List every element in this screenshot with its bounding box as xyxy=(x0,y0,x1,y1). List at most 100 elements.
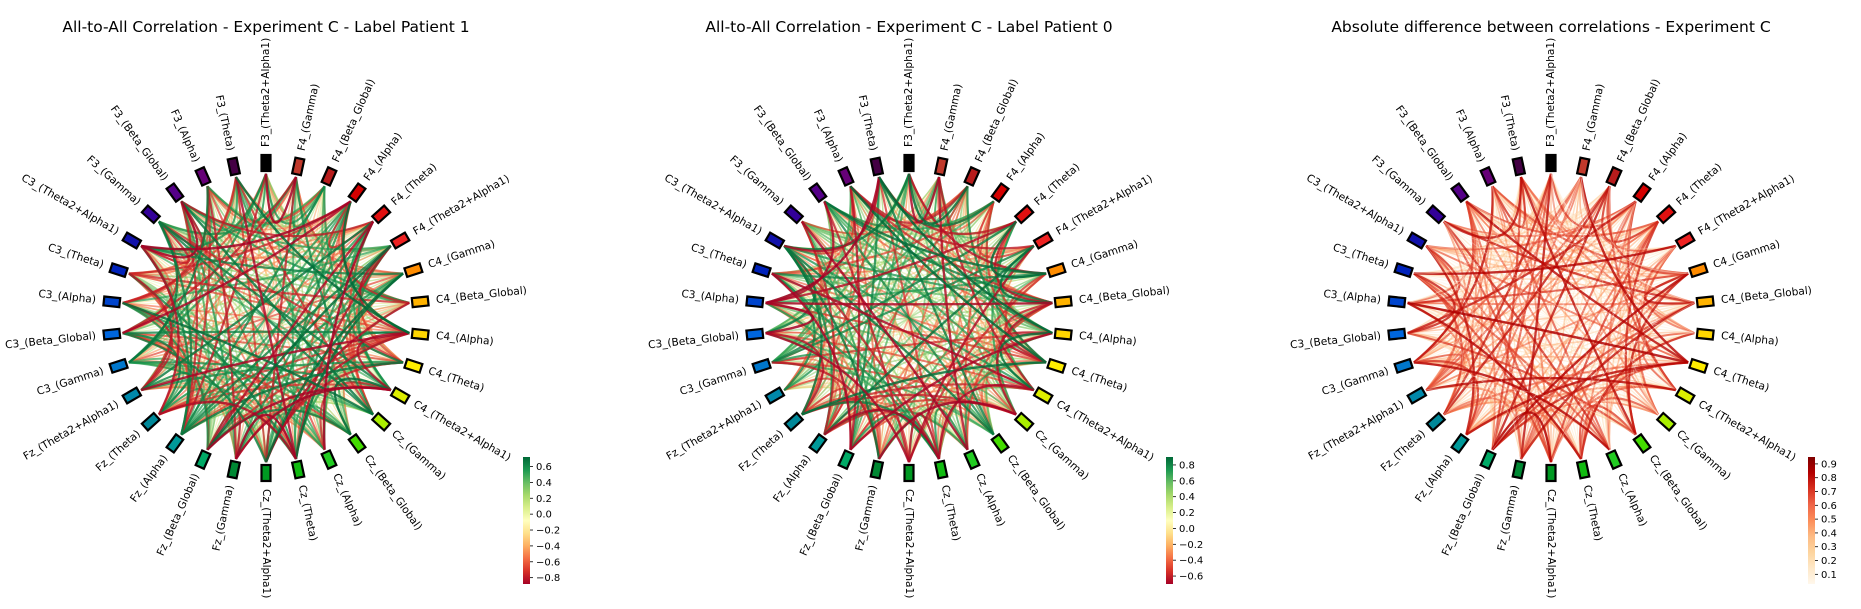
connection-line xyxy=(333,377,392,436)
connection-line xyxy=(1426,382,1497,450)
connection-line xyxy=(140,331,410,392)
node-label: C3_(Theta) xyxy=(689,242,748,271)
node-marker xyxy=(869,156,885,177)
node-marker xyxy=(1575,156,1591,177)
node-label: C4_(Gamma) xyxy=(427,238,497,271)
node-label: Cz_(Theta) xyxy=(1581,484,1605,542)
colorbar-tick-label: 0.2 xyxy=(1179,508,1195,519)
connection-line xyxy=(206,220,375,451)
node-marker xyxy=(102,295,122,309)
node-marker xyxy=(140,204,162,225)
connection-line xyxy=(1520,176,1659,416)
node-marker xyxy=(102,327,122,341)
node-label: F4_(Gamma) xyxy=(939,83,965,152)
connection-line xyxy=(771,361,1017,416)
colorbar-tick-label: 0.4 xyxy=(536,478,552,489)
connection-line xyxy=(1491,272,1689,451)
connection-line xyxy=(1443,221,1689,363)
node-label: F4_(Theta) xyxy=(1032,161,1082,208)
connections xyxy=(765,173,1053,463)
node-label: F4_(Gamma) xyxy=(296,83,322,152)
connection-line xyxy=(1413,245,1464,282)
colorbar-tick-label: −0.6 xyxy=(536,557,560,568)
connection-line xyxy=(140,245,180,416)
colorbar-tick-label: 0.5 xyxy=(1821,515,1837,526)
node-marker xyxy=(808,181,828,204)
node-label: F3_(Alpha) xyxy=(1453,108,1487,165)
node-label: F4_(Alpha) xyxy=(1005,130,1048,183)
node-marker xyxy=(1450,181,1470,204)
connection-line xyxy=(1580,176,1689,274)
node-marker xyxy=(963,449,981,471)
connection-line xyxy=(1443,176,1523,239)
node-label: C3_(Theta2+Alpha1) xyxy=(19,172,121,238)
node-marker xyxy=(1632,432,1652,455)
connection-line xyxy=(849,185,1047,364)
connection-line xyxy=(908,408,995,463)
connection-line xyxy=(1443,221,1677,391)
node-marker xyxy=(764,231,786,250)
node-label: Cz_(Beta_Global) xyxy=(1005,453,1068,533)
node-label: Fz_(Theta) xyxy=(737,428,786,474)
connection-line xyxy=(1550,173,1611,450)
panel-patient-0: All-to-All Correlation - Experiment C - … xyxy=(648,18,1204,598)
connection-line xyxy=(1407,272,1689,304)
node-label: Fz_(Alpha) xyxy=(128,453,170,505)
connection-line xyxy=(1491,176,1526,228)
connection-line xyxy=(938,201,995,460)
node-label: F3_(Theta2+Alpha1) xyxy=(903,38,915,147)
node-label: C3_(Gamma) xyxy=(1320,365,1390,398)
connection-line xyxy=(1550,173,1695,304)
node-label: F4_(Theta2+Alpha1) xyxy=(1054,173,1155,238)
node-marker xyxy=(389,386,411,405)
node-marker xyxy=(1046,357,1067,375)
colorbar-tick-label: 0.6 xyxy=(1821,501,1837,512)
node-label: C4_(Alpha) xyxy=(1720,330,1779,348)
connection-line xyxy=(1601,185,1659,243)
connection-line xyxy=(1004,301,1053,364)
connection-line xyxy=(1492,245,1677,450)
connection-line xyxy=(823,200,1047,275)
connection-line xyxy=(122,245,175,304)
node-label: F3_(Theta) xyxy=(213,94,237,152)
connection-line xyxy=(999,244,1053,305)
colorbar: 0.6 0.4 0.2 0.0 −0.2 −0.4 −0.6 −0.8 xyxy=(523,457,560,584)
connection-line xyxy=(765,200,835,305)
node-marker xyxy=(260,463,272,483)
panel-absolute-difference: Absolute difference between correlations… xyxy=(1290,18,1837,598)
connection-line xyxy=(140,200,199,259)
connection-line xyxy=(1425,245,1522,460)
node-label: Fz_(Theta) xyxy=(94,428,143,474)
connection-line xyxy=(206,186,238,460)
connection-line xyxy=(1646,273,1695,334)
node-marker xyxy=(410,327,430,341)
connection-line xyxy=(1425,376,1677,392)
node-label: C4_(Beta_Global) xyxy=(435,285,527,306)
connection-line xyxy=(180,361,404,436)
node-marker xyxy=(1046,261,1067,279)
node-label: F3_(Theta) xyxy=(856,94,880,152)
connection-line xyxy=(937,176,969,450)
node-marker xyxy=(370,411,392,432)
node-marker xyxy=(1605,449,1623,471)
connection-line xyxy=(1466,201,1676,250)
connection-line xyxy=(1550,173,1689,274)
colorbar-tick-label: 0.9 xyxy=(1821,459,1837,470)
node-marker xyxy=(751,261,772,279)
connection-line xyxy=(999,331,1053,392)
node-label: Cz_(Theta) xyxy=(296,484,320,542)
connection-line xyxy=(1413,176,1582,364)
connection-line xyxy=(1407,272,1456,335)
connection-line xyxy=(771,272,816,391)
connection-line xyxy=(1407,176,1582,304)
node-label: C3_(Alpha) xyxy=(38,288,97,306)
connection-line xyxy=(877,400,1017,460)
node-label: Cz_(Alpha) xyxy=(1615,472,1649,529)
node-label: Cz_(Gamma) xyxy=(1674,428,1733,483)
connection-line xyxy=(991,221,1018,415)
colorbar-tick-label: 0.6 xyxy=(536,462,552,473)
connection-line xyxy=(1550,173,1582,224)
connection-line xyxy=(122,200,352,335)
colorbar-tick-label: −0.4 xyxy=(536,541,560,552)
connection-line xyxy=(356,331,410,392)
